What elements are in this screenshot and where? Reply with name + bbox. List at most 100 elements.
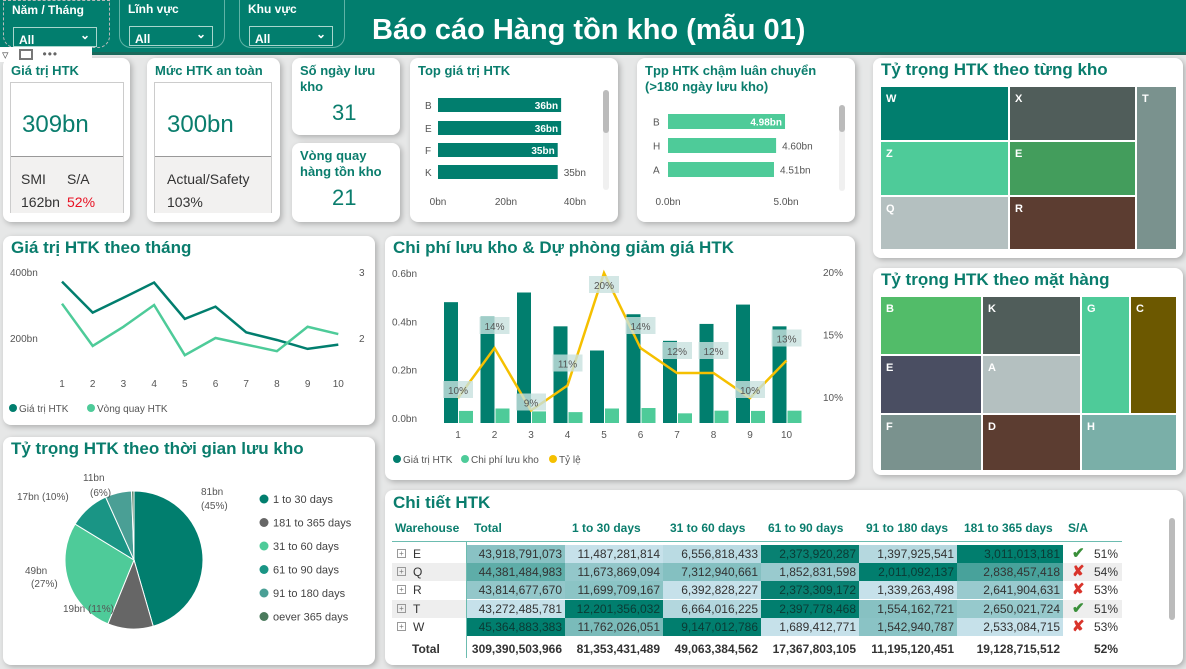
- data-label: 35bn: [564, 168, 586, 179]
- legend-marker: [461, 455, 469, 463]
- table-cell: 12,201,356,032: [565, 599, 663, 618]
- treemap-tile[interactable]: T: [1137, 87, 1176, 249]
- tile-label: H: [1087, 421, 1095, 433]
- slicer-label: Khu vực: [248, 2, 297, 16]
- table-cell: 1,397,925,541: [859, 545, 957, 563]
- y-right-tick-label: 3: [359, 268, 365, 279]
- table-cell: 3,011,013,181: [957, 545, 1063, 563]
- tile-label: B: [886, 303, 894, 315]
- data-label: 10%: [448, 386, 468, 397]
- treemap-tile[interactable]: H: [1082, 415, 1176, 470]
- slicer-field[interactable]: Lĩnh vực All ⌄: [119, 0, 225, 48]
- sa-value: 51%: [1094, 601, 1119, 616]
- kpi-value: 21: [332, 185, 357, 210]
- legend-marker: [259, 588, 269, 598]
- tile-label: W: [886, 93, 897, 105]
- warehouse-name: Q: [413, 565, 423, 580]
- treemap-tile[interactable]: K: [983, 297, 1080, 354]
- top-value-chart-card: Top giá trị HTK B 36bn E 36bn F 35bn K 35bn 0bn 2…: [410, 58, 618, 222]
- card-title: Giá trị HTK theo tháng: [11, 238, 192, 257]
- treemap-tile[interactable]: E: [881, 356, 981, 413]
- aging-pie-chart: 81bn (45%) 19bn (11%) 49bn (27%) 17bn (10%) 11…: [17, 473, 352, 630]
- x-tick-label: 1: [455, 430, 461, 441]
- scrollbar[interactable]: [603, 90, 609, 190]
- y-right-tick-label: 15%: [823, 331, 843, 342]
- slice-pct-label: (45%): [201, 501, 228, 512]
- slice-label: 11bn: [83, 473, 105, 484]
- x-tick-label: 8: [711, 430, 717, 441]
- slicer-dropdown[interactable]: All ⌄: [129, 26, 213, 46]
- bar-inventory-value: [736, 304, 750, 423]
- data-label: 4.60bn: [782, 142, 813, 153]
- treemap-tile[interactable]: F: [881, 415, 981, 470]
- slicer-dropdown[interactable]: All ⌄: [249, 26, 333, 46]
- treemap-tile[interactable]: B: [881, 297, 981, 354]
- cross-icon: ✘: [1072, 581, 1085, 599]
- treemap-tile[interactable]: E: [1010, 142, 1135, 195]
- column-header[interactable]: 1 to 30 days: [572, 521, 641, 535]
- table-cell: 43,272,485,781: [467, 599, 565, 618]
- expand-icon[interactable]: +: [397, 585, 406, 595]
- legend-label: Chi phí lưu kho: [471, 455, 539, 466]
- tile-label: Q: [886, 203, 895, 215]
- column-header[interactable]: 181 to 365 days: [964, 521, 1053, 535]
- chevron-down-icon: ⌄: [315, 27, 326, 41]
- slice-label: 49bn: [25, 566, 47, 577]
- expand-icon[interactable]: +: [397, 603, 406, 613]
- filter-icon[interactable]: ▿: [2, 47, 9, 62]
- bar-storage-cost: [568, 412, 583, 423]
- data-label-bg: [698, 342, 729, 359]
- page-title: Báo cáo Hàng tồn kho (mẫu 01): [372, 14, 806, 46]
- treemap-tile[interactable]: X: [1010, 87, 1135, 140]
- column-header[interactable]: Warehouse: [395, 521, 460, 535]
- expand-icon[interactable]: +: [397, 621, 406, 631]
- scrollbar[interactable]: [839, 105, 845, 191]
- table-cell: 43,918,791,073: [467, 545, 565, 563]
- expand-icon[interactable]: +: [397, 549, 406, 558]
- treemap-tile[interactable]: R: [1010, 197, 1135, 249]
- focus-mode-icon[interactable]: [18, 49, 33, 60]
- bar-inventory-value: [772, 326, 787, 423]
- slicer-dropdown[interactable]: All ⌄: [13, 27, 97, 47]
- slicer-region[interactable]: Khu vực All ⌄: [239, 0, 345, 48]
- y-tick-label: 0.6bn: [392, 269, 417, 280]
- treemap-tile[interactable]: G: [1082, 297, 1129, 413]
- y-right-tick-label: 2: [359, 334, 365, 345]
- column-header[interactable]: Total: [474, 521, 502, 535]
- table-cell: 11,762,026,051: [565, 617, 663, 636]
- sa-value: 52%: [67, 194, 96, 210]
- column-header[interactable]: 31 to 60 days: [670, 521, 746, 535]
- legend-marker: [259, 494, 269, 504]
- table-cell: 45,364,883,383: [467, 617, 565, 636]
- treemap-tile[interactable]: D: [983, 415, 1080, 470]
- table-cell: 11,487,281,814: [565, 545, 663, 563]
- data-label: 9%: [524, 399, 539, 410]
- card-title: Chi tiết HTK: [393, 493, 491, 512]
- slicer-year-month[interactable]: Năm / Tháng All ⌄: [3, 0, 110, 48]
- table-cell: 7,312,940,661: [663, 563, 761, 582]
- slicer-value: All: [255, 32, 271, 46]
- cost-provision-chart-card: Chi phí lưu kho & Dự phòng giảm giá HTK …: [385, 236, 855, 480]
- treemap-tile[interactable]: Z: [881, 142, 1008, 195]
- x-tick-label: 0.0bn: [655, 197, 680, 208]
- scrollbar[interactable]: [1169, 518, 1175, 620]
- table-cell: 11,673,869,094: [565, 563, 663, 582]
- column-header[interactable]: 91 to 180 days: [866, 521, 949, 535]
- y-tick-label: 0.0bn: [392, 414, 417, 425]
- x-tick-label: 5.0bn: [773, 197, 798, 208]
- legend-label: 61 to 90 days: [273, 565, 340, 577]
- total-column-divider: [466, 541, 467, 658]
- treemap-tile[interactable]: A: [983, 356, 1080, 413]
- column-header[interactable]: S/A: [1068, 521, 1089, 535]
- x-tick-label: 40bn: [564, 197, 586, 208]
- treemap-tile[interactable]: C: [1131, 297, 1176, 413]
- treemap-tile[interactable]: W: [881, 87, 1008, 140]
- data-label: 4.98bn: [750, 118, 782, 129]
- x-tick-label: 20bn: [495, 197, 517, 208]
- bar-inventory-value: [590, 350, 604, 423]
- pie-slice: [64, 523, 135, 625]
- treemap-tile[interactable]: Q: [881, 197, 1008, 249]
- expand-icon[interactable]: +: [397, 567, 406, 577]
- column-header[interactable]: 61 to 90 days: [768, 521, 844, 535]
- more-options-icon[interactable]: •••: [42, 47, 59, 61]
